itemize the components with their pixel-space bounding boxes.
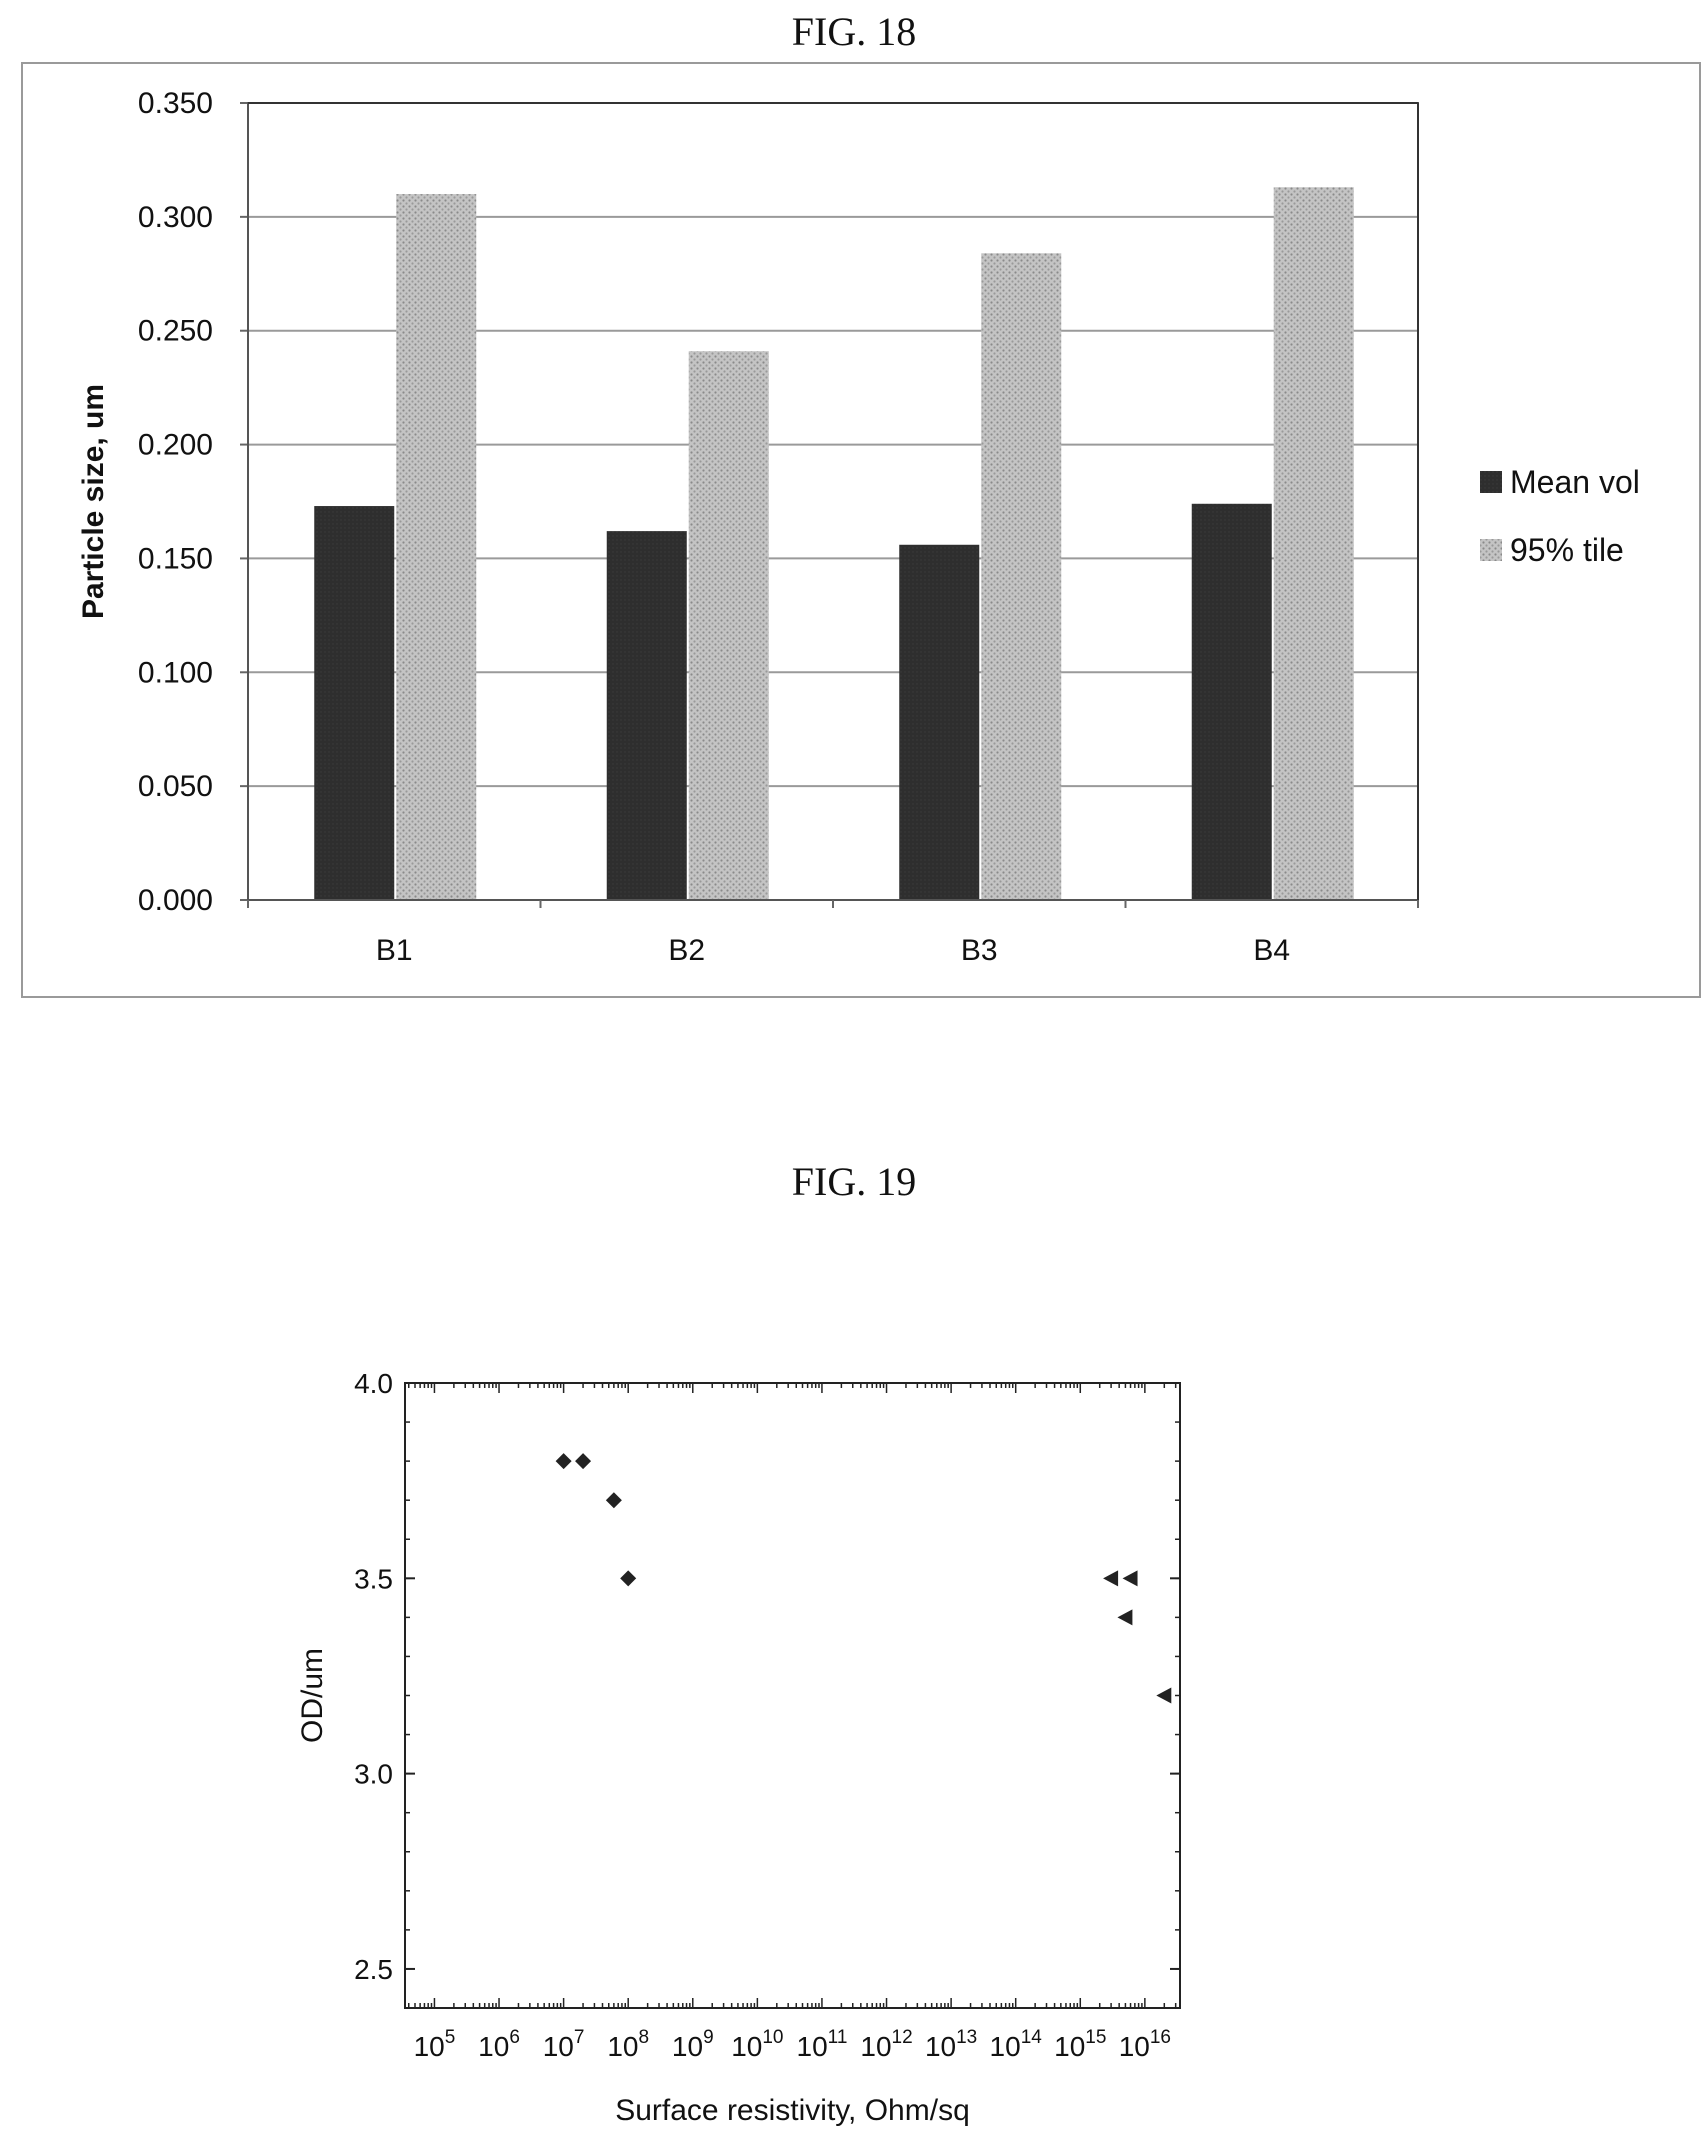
diamond-marker bbox=[620, 1570, 637, 1587]
x-tick-base: 10 bbox=[1119, 2031, 1150, 2062]
y-tick-label: 0.200 bbox=[138, 429, 213, 462]
x-tick-base: 10 bbox=[797, 2031, 828, 2062]
x-tick-base: 10 bbox=[860, 2031, 891, 2062]
x-tick-base: 10 bbox=[925, 2031, 956, 2062]
triangle-marker bbox=[1117, 1609, 1133, 1626]
x-tick-label: 1015 bbox=[1054, 2027, 1106, 2062]
triangle-marker bbox=[1103, 1570, 1119, 1587]
bar-B3-95-tile bbox=[981, 253, 1062, 900]
x-category-label: B2 bbox=[668, 934, 705, 967]
x-tick-exponent: 12 bbox=[892, 2027, 913, 2048]
legend-swatch-95-tile bbox=[1480, 539, 1502, 561]
x-tick-label: 1010 bbox=[731, 2027, 783, 2062]
x-tick-base: 10 bbox=[731, 2031, 762, 2062]
diamond-marker bbox=[605, 1492, 622, 1509]
y-tick-label: 2.5 bbox=[354, 1954, 393, 1985]
y-tick-label: 0.250 bbox=[138, 315, 213, 348]
y-tick-label: 3.0 bbox=[354, 1759, 393, 1790]
x-tick-label: 1011 bbox=[797, 2027, 848, 2062]
x-category-label: B1 bbox=[376, 934, 413, 967]
y-tick-label: 0.350 bbox=[138, 87, 213, 120]
y-axis-title: OD/um bbox=[296, 1648, 329, 1743]
y-tick-label: 0.150 bbox=[138, 542, 213, 575]
x-tick-base: 10 bbox=[414, 2031, 445, 2062]
x-tick-label: 105 bbox=[414, 2027, 456, 2062]
bar-B2-95-tile bbox=[688, 351, 769, 900]
x-tick-exponent: 8 bbox=[638, 2027, 649, 2048]
fig18-bar-chart: 0.000 0.050 0.100 0.150 0.200 0.250 0.300 0.350… bbox=[21, 62, 1701, 998]
x-tick-base: 10 bbox=[1054, 2031, 1085, 2062]
triangle-marker bbox=[1156, 1687, 1172, 1704]
y-axis-title: Particle size, um bbox=[77, 384, 110, 619]
legend-label: 95% tile bbox=[1510, 532, 1624, 568]
x-tick-label: 107 bbox=[543, 2027, 585, 2062]
x-tick-exponent: 11 bbox=[828, 2027, 848, 2048]
x-tick-label: 108 bbox=[607, 2027, 649, 2062]
x-tick-label: 1014 bbox=[990, 2027, 1043, 2062]
x-tick-exponent: 7 bbox=[574, 2027, 585, 2048]
x-tick-label: 1012 bbox=[860, 2027, 912, 2062]
x-tick-exponent: 16 bbox=[1150, 2027, 1171, 2048]
fig18-frame bbox=[21, 62, 1701, 998]
x-tick-exponent: 6 bbox=[509, 2027, 520, 2048]
x-axis-title: Surface resistivity, Ohm/sq bbox=[615, 2094, 970, 2127]
x-tick-base: 10 bbox=[672, 2031, 703, 2062]
x-tick-exponent: 9 bbox=[703, 2027, 714, 2048]
x-tick-exponent: 10 bbox=[762, 2027, 783, 2048]
y-tick-label: 0.100 bbox=[138, 656, 213, 689]
bar-B1-mean-vol bbox=[314, 506, 395, 900]
x-tick-exponent: 15 bbox=[1085, 2027, 1106, 2048]
x-tick-base: 10 bbox=[543, 2031, 574, 2062]
x-tick-label: 1013 bbox=[925, 2027, 977, 2062]
bar-B2-mean-vol bbox=[606, 531, 687, 900]
x-tick-exponent: 5 bbox=[445, 2027, 456, 2048]
bar-B1-95-tile bbox=[396, 194, 477, 901]
bar-B4-95-tile bbox=[1273, 187, 1354, 901]
legend-swatch-mean-vol bbox=[1480, 471, 1502, 493]
x-tick-exponent: 14 bbox=[1021, 2027, 1043, 2048]
x-category-label: B3 bbox=[961, 934, 998, 967]
y-tick-label: 0.000 bbox=[138, 884, 213, 917]
x-tick-exponent: 13 bbox=[956, 2027, 977, 2048]
triangle-marker bbox=[1122, 1570, 1138, 1587]
bar-B3-mean-vol bbox=[899, 544, 980, 900]
diamond-marker bbox=[555, 1453, 572, 1470]
fig19-caption: FIG. 19 bbox=[791, 1159, 917, 1204]
x-tick-label: 109 bbox=[672, 2027, 714, 2062]
bar-B4-mean-vol bbox=[1191, 503, 1272, 900]
diamond-marker bbox=[575, 1453, 592, 1470]
x-tick-base: 10 bbox=[607, 2031, 638, 2062]
fig18-caption: FIG. 18 bbox=[791, 9, 917, 54]
legend-label: Mean vol bbox=[1510, 464, 1640, 500]
x-category-label: B4 bbox=[1253, 934, 1290, 967]
x-tick-label: 1016 bbox=[1119, 2027, 1171, 2062]
x-tick-label: 106 bbox=[478, 2027, 520, 2062]
x-tick-base: 10 bbox=[478, 2031, 509, 2062]
y-tick-label: 4.0 bbox=[354, 1368, 393, 1399]
y-tick-label: 3.5 bbox=[354, 1563, 393, 1594]
plot-border bbox=[404, 1382, 1181, 2009]
y-tick-label: 0.300 bbox=[138, 201, 213, 234]
y-tick-label: 0.050 bbox=[138, 770, 213, 803]
x-tick-base: 10 bbox=[990, 2031, 1021, 2062]
